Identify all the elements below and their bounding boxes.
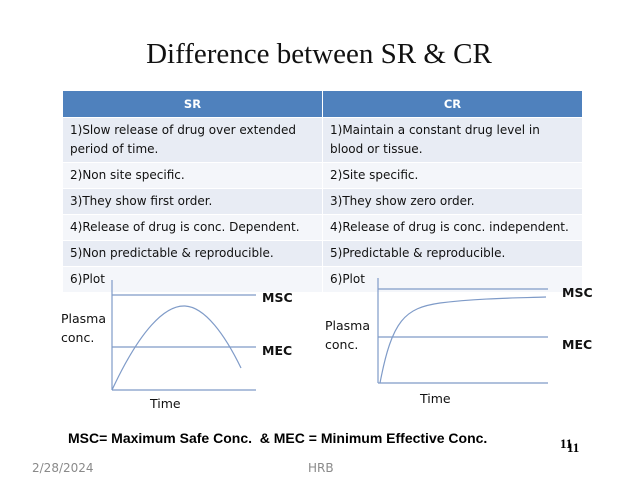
slide-title: Difference between SR & CR xyxy=(146,38,492,70)
mec-label: MEC xyxy=(262,343,293,358)
msc-label: MSC xyxy=(562,285,593,300)
footnote: MSC= Maximum Safe Conc. & MEC = Minimum … xyxy=(68,430,488,446)
cell: 1)Slow release of drug over extended per… xyxy=(62,117,323,163)
header-cell: SR xyxy=(62,90,323,118)
cell: 5)Predictable & reproducible. xyxy=(322,240,583,267)
cell: 3)They show zero order. xyxy=(322,188,583,215)
cell: 6)Plot xyxy=(62,266,323,293)
cell: 1)Maintain a constant drug level in bloo… xyxy=(322,117,583,163)
cell: 5)Non predictable & reproducible. xyxy=(62,240,323,267)
cell: 2)Site specific. xyxy=(322,162,583,189)
mec-label: MEC xyxy=(562,337,593,352)
msc-label: MSC xyxy=(262,290,293,305)
cell: 4)Release of drug is conc. Dependent. xyxy=(62,214,323,241)
cell: 4)Release of drug is conc. independent. xyxy=(322,214,583,241)
slide-number: 11 xyxy=(567,440,580,455)
y-label: Plasma conc. xyxy=(325,318,371,352)
cell: 2)Non site specific. xyxy=(62,162,323,189)
footer-date: 2/28/2024 xyxy=(32,461,94,475)
y-label: Plasma conc. xyxy=(61,311,107,345)
comparison-table: SR CR 1)Slow release of drug over extend… xyxy=(62,90,583,293)
sr-curve xyxy=(111,305,242,391)
x-label: Time xyxy=(420,391,451,406)
footer-author: HRB xyxy=(308,461,334,475)
cr-curve xyxy=(379,296,547,384)
x-label: Time xyxy=(150,396,181,411)
slide-number: 11 xyxy=(560,436,573,451)
header-cell: CR xyxy=(322,90,583,118)
